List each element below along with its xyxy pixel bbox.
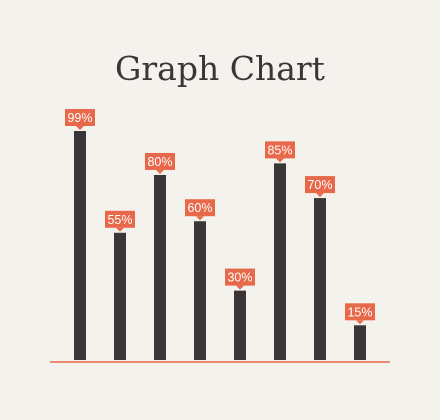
bar-group: 70% — [305, 176, 335, 360]
bar — [74, 131, 86, 360]
bar — [194, 221, 206, 360]
data-label-pointer — [76, 126, 84, 130]
bar-group: 85% — [265, 141, 295, 360]
data-label-pointer — [156, 170, 164, 174]
data-label-pointer — [276, 158, 284, 162]
bar — [354, 325, 366, 360]
bars-layer: 99% 55% 80% 60% 30% 85% 70% 15% — [65, 109, 375, 360]
data-label: 70% — [307, 178, 332, 192]
bar — [274, 163, 286, 360]
data-label: 15% — [347, 305, 372, 319]
bar-group: 15% — [345, 303, 375, 360]
bar-group: 60% — [185, 199, 215, 360]
data-label: 30% — [227, 271, 252, 285]
bar-group: 99% — [65, 109, 95, 360]
data-label: 85% — [267, 143, 292, 157]
data-label-pointer — [196, 216, 204, 220]
data-label-pointer — [236, 286, 244, 290]
data-label: 55% — [107, 213, 132, 227]
data-label-pointer — [356, 320, 364, 324]
bar-group: 80% — [145, 153, 175, 360]
bar-group: 55% — [105, 211, 135, 360]
bar — [154, 175, 166, 360]
data-label: 99% — [67, 111, 92, 125]
bar — [314, 198, 326, 360]
bar — [114, 233, 126, 360]
data-label: 60% — [187, 201, 212, 215]
bar — [234, 291, 246, 360]
data-label-pointer — [116, 228, 124, 232]
data-label: 80% — [147, 155, 172, 169]
data-label-pointer — [316, 193, 324, 197]
bar-group: 30% — [225, 269, 255, 360]
